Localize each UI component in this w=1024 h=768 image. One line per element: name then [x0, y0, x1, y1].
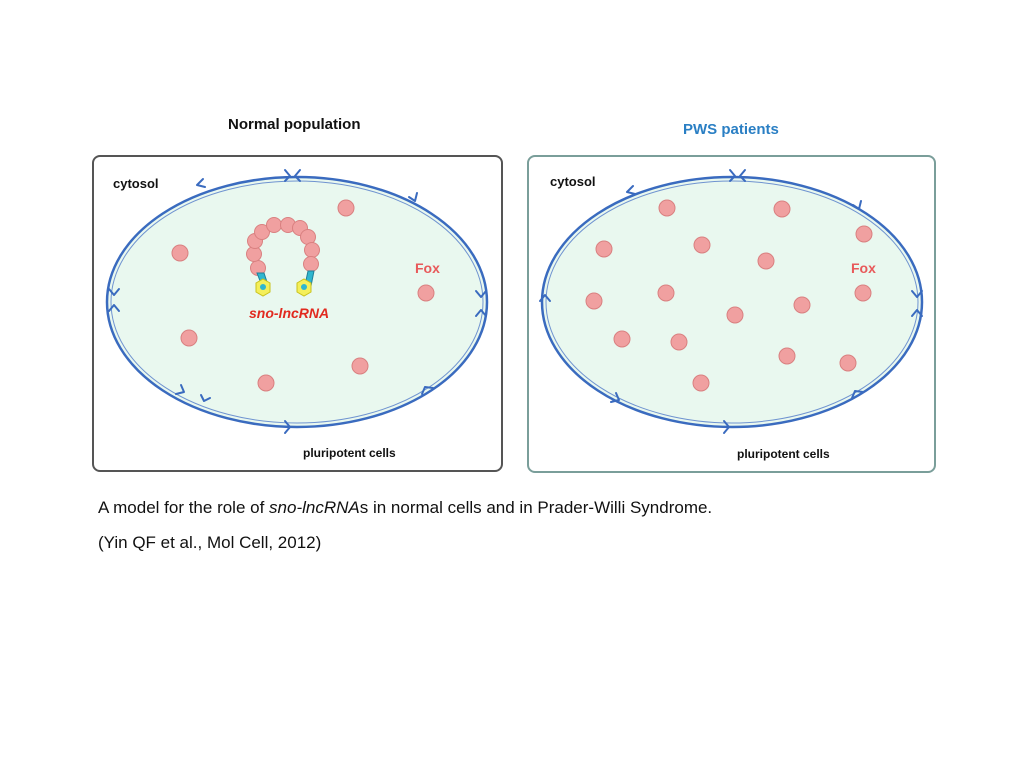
figure-caption: A model for the role of sno-lncRNAs in n…	[98, 498, 712, 518]
normal-cytosol-label: cytosol	[113, 176, 159, 191]
normal-cell-membrane-inner	[110, 180, 484, 424]
fox-protein	[726, 306, 744, 324]
pws-cytosol-label: cytosol	[550, 174, 596, 189]
membrane-arrow	[294, 169, 301, 182]
membrane-arrow	[200, 394, 211, 402]
pws-pluripotent-cells-label: pluripotent cells	[737, 447, 830, 461]
loop-bead	[303, 256, 319, 272]
fox-protein	[658, 199, 676, 217]
normal-cell-cytoplasm	[105, 175, 489, 429]
pws-cell-membrane-inner	[545, 180, 919, 424]
membrane-arrow	[852, 200, 862, 210]
fox-protein	[257, 374, 275, 392]
pws-patients-title: PWS patients	[683, 121, 779, 138]
fox-protein	[778, 347, 796, 365]
sno-lncRNA-structure	[246, 217, 320, 297]
membrane-arrow	[729, 169, 736, 182]
membrane-arrow	[851, 390, 864, 399]
fox-protein	[793, 296, 811, 314]
membrane-arrow	[911, 290, 923, 298]
fox-protein	[657, 284, 675, 302]
fox-protein	[693, 236, 711, 254]
membrane-arrow	[911, 309, 923, 317]
fox-protein	[854, 284, 872, 302]
membrane-arrow	[284, 420, 291, 434]
membrane-arrow	[196, 178, 206, 188]
fox-protein	[180, 329, 198, 347]
loop-bead	[254, 224, 270, 240]
membrane-arrow	[175, 384, 185, 395]
fox-protein	[595, 240, 613, 258]
figure-citation: (Yin QF et al., Mol Cell, 2012)	[98, 533, 322, 552]
membrane-arrow	[626, 185, 636, 195]
left-cap-center	[260, 284, 266, 290]
loop-bead	[304, 242, 320, 258]
fox-protein	[585, 292, 603, 310]
fox-protein	[351, 357, 369, 375]
normal-population-title: Normal population	[228, 116, 361, 133]
fox-protein	[773, 200, 791, 218]
membrane-arrow	[284, 169, 291, 182]
membrane-arrow	[739, 169, 746, 182]
right-cap-center	[301, 284, 307, 290]
normal-fox-proteins	[171, 199, 435, 392]
fox-protein	[417, 284, 435, 302]
caption-prefix: A model for the role of	[98, 498, 270, 517]
membrane-arrow	[539, 294, 551, 302]
membrane-arrow	[408, 192, 418, 202]
fox-protein	[171, 244, 189, 262]
membrane-arrow	[108, 288, 120, 296]
pws-fox-label: Fox	[851, 260, 876, 276]
membrane-arrow	[723, 420, 730, 434]
fox-protein	[839, 354, 857, 372]
pws-cell-cytoplasm	[540, 175, 924, 429]
normal-pluripotent-cells-label: pluripotent cells	[303, 446, 396, 460]
membrane-arrow	[475, 290, 487, 298]
caption-italic-term: sno-lncRNA	[269, 498, 360, 517]
loop-bead	[266, 217, 282, 233]
sno-lncRNA-loop	[246, 217, 320, 276]
pws-cell-diagram	[539, 169, 924, 434]
membrane-arrow	[475, 309, 487, 317]
caption-suffix: s in normal cells and in Prader-Willi Sy…	[359, 498, 713, 517]
pws-membrane-arrows	[539, 169, 923, 434]
normal-cell-diagram	[105, 169, 489, 434]
normal-fox-label: Fox	[415, 260, 440, 276]
fox-protein	[670, 333, 688, 351]
fox-protein	[757, 252, 775, 270]
fox-protein	[692, 374, 710, 392]
fox-protein	[337, 199, 355, 217]
normal-membrane-arrows	[108, 169, 487, 434]
pws-fox-proteins	[585, 199, 873, 392]
snorna-cap-centers	[260, 284, 307, 290]
fox-protein	[855, 225, 873, 243]
membrane-arrow	[610, 392, 620, 403]
sno-lncRNA-label: sno-lncRNA	[249, 305, 330, 321]
membrane-arrow	[108, 304, 120, 312]
membrane-arrow	[421, 386, 434, 395]
fox-protein	[613, 330, 631, 348]
